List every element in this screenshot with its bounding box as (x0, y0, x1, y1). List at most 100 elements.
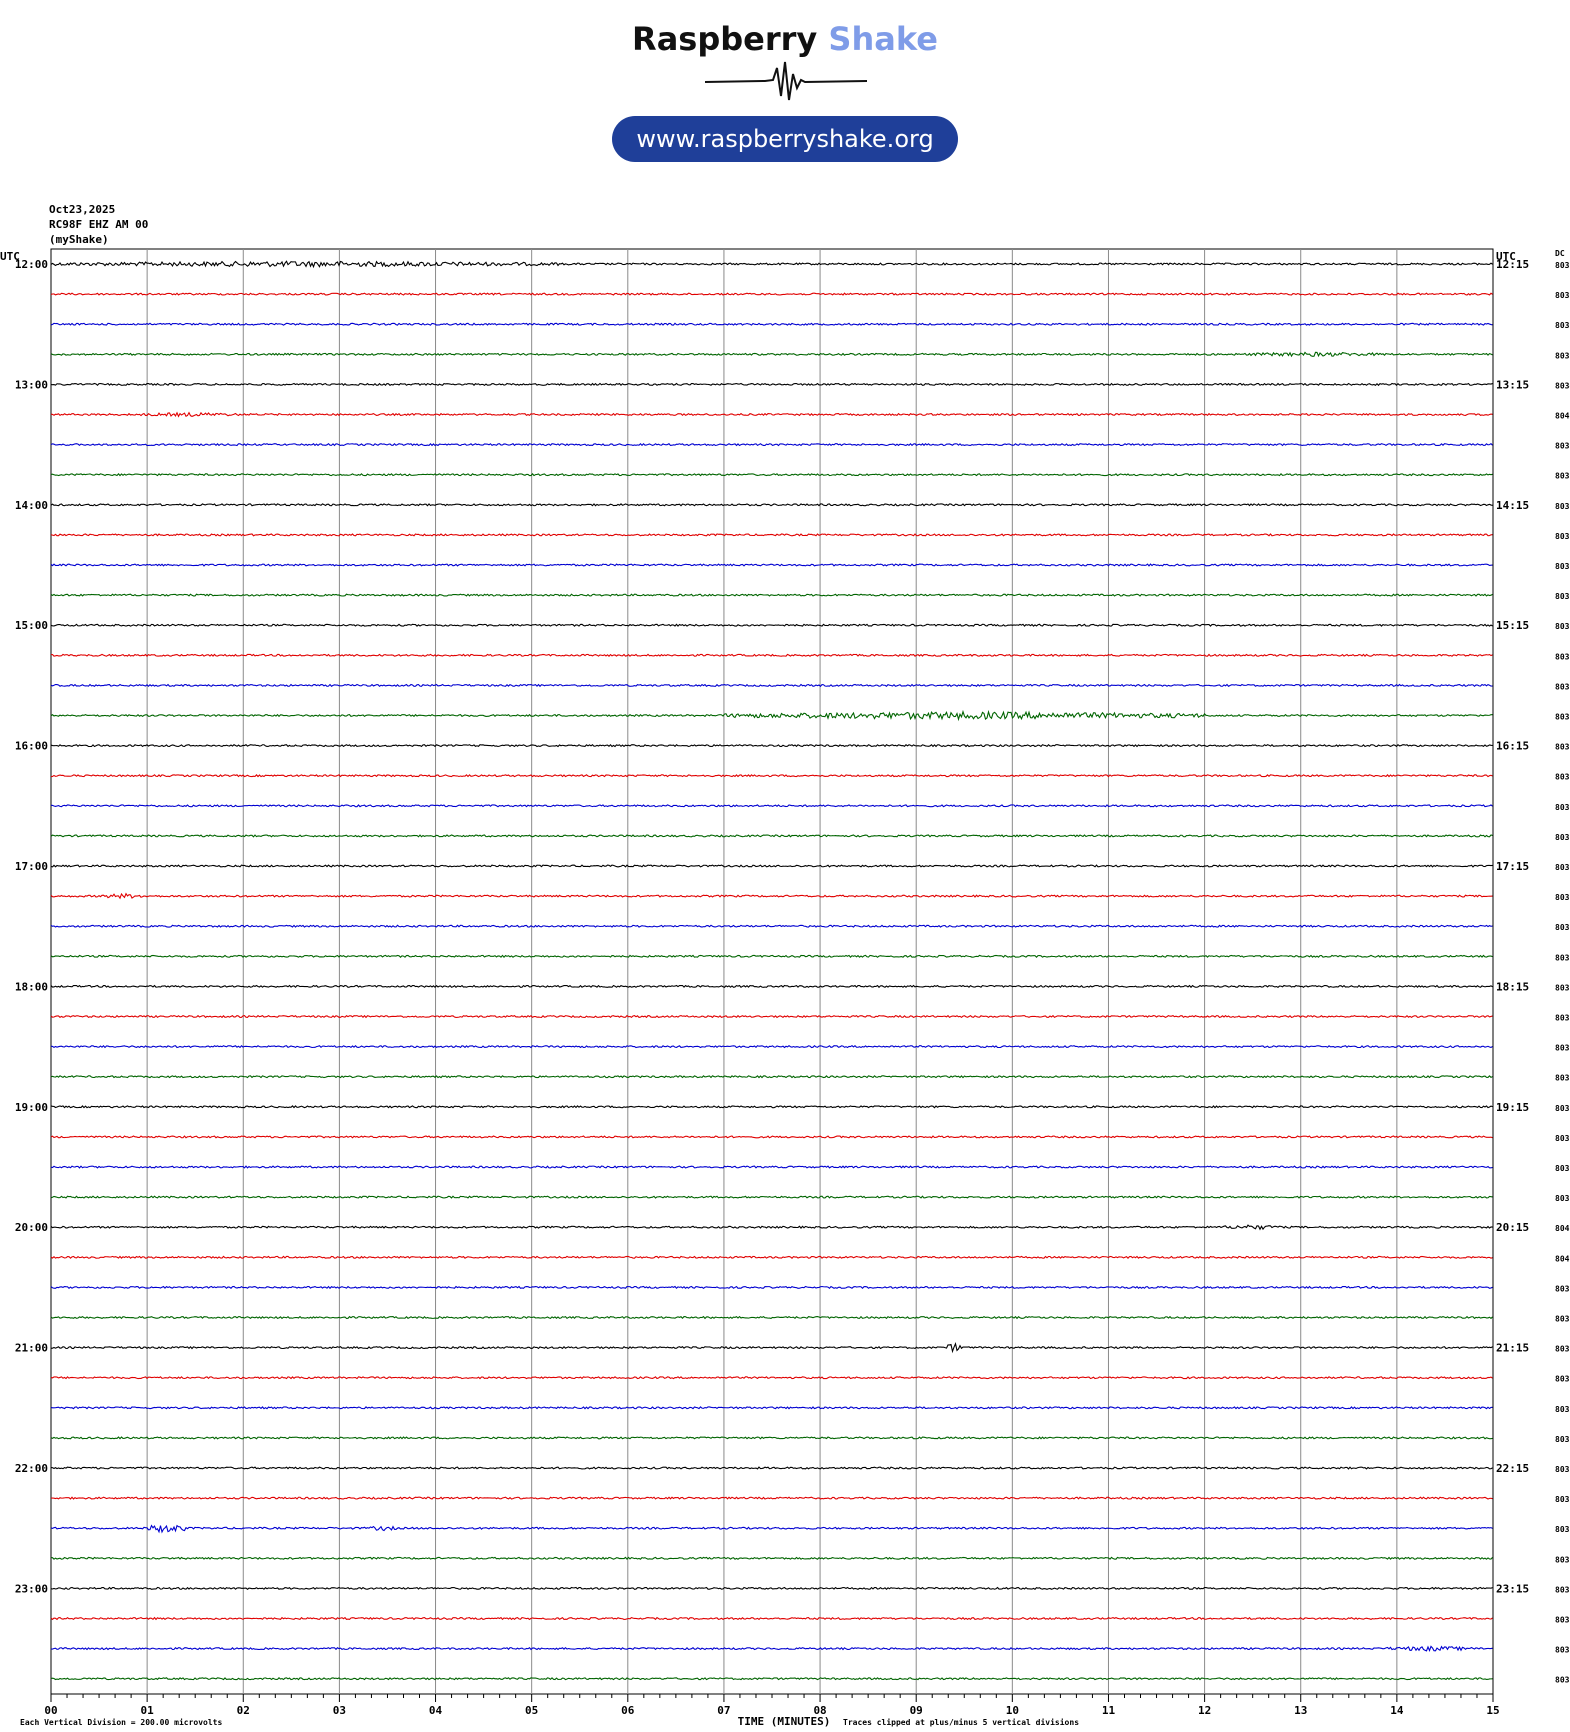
dc-value-label: 8036 (1555, 1465, 1570, 1474)
dc-value-label: 8036 (1555, 1375, 1570, 1384)
seismic-trace (50, 954, 1493, 959)
seismic-trace (50, 683, 1493, 688)
seismic-trace (50, 1406, 1493, 1410)
left-hour-label: 14:00 (15, 499, 48, 512)
seismic-trace (50, 984, 1493, 989)
network-label: (myShake) (49, 233, 109, 246)
raspberry-shake-logo: Raspberry Shake www.raspberryshake.org (0, 0, 1570, 170)
dc-value-label: 8037 (1555, 953, 1570, 962)
dc-value-label: 8036 (1555, 743, 1570, 752)
seismic-trace (50, 834, 1493, 838)
dc-value-label: 8037 (1555, 893, 1570, 902)
seismic-trace (50, 864, 1493, 868)
x-tick-label: 02 (237, 1704, 250, 1717)
left-hour-label: 19:00 (15, 1101, 48, 1114)
seismic-trace (50, 1285, 1493, 1290)
dc-value-label: 8040 (1555, 1254, 1570, 1263)
dc-value-label: 8037 (1555, 1555, 1570, 1564)
seismic-trace (50, 924, 1493, 928)
right-hour-label: 23:15 (1496, 1582, 1529, 1595)
right-hour-label: 19:15 (1496, 1101, 1529, 1114)
left-hour-label: 12:00 (15, 258, 48, 271)
dc-header-label: DC (1555, 249, 1565, 258)
x-tick-label: 01 (141, 1704, 155, 1717)
x-tick-label: 10 (1006, 1704, 1019, 1717)
seismic-trace (50, 1376, 1493, 1380)
seismic-trace (50, 1195, 1493, 1199)
seismic-trace (50, 1677, 1493, 1681)
seismic-trace (50, 442, 1493, 447)
right-hour-label: 18:15 (1496, 980, 1529, 993)
right-hour-label: 13:15 (1496, 378, 1529, 391)
x-tick-label: 14 (1390, 1704, 1404, 1717)
seismic-trace (50, 743, 1493, 748)
left-hour-label: 17:00 (15, 860, 48, 873)
seismic-trace (50, 1436, 1493, 1440)
x-tick-label: 00 (44, 1704, 57, 1717)
left-axis-label: UTC (0, 250, 20, 263)
division-note: Each Vertical Division = 200.00 microvol… (20, 1717, 222, 1727)
left-hour-label: 18:00 (15, 980, 48, 993)
x-tick-label: 12 (1198, 1704, 1211, 1717)
seismic-trace (50, 804, 1493, 808)
seismic-trace (50, 892, 1493, 900)
seismic-trace (50, 1135, 1493, 1139)
dc-value-label: 8036 (1555, 983, 1570, 992)
dc-value-label: 8037 (1555, 1074, 1570, 1083)
right-hour-label: 22:15 (1496, 1462, 1529, 1475)
dc-value-label: 8039 (1555, 1345, 1570, 1354)
dc-value-label: 8036 (1555, 442, 1570, 451)
seismic-trace (50, 1224, 1493, 1231)
plot-frame (50, 248, 1494, 1695)
left-hour-label: 23:00 (15, 1582, 48, 1595)
right-hour-label: 21:15 (1496, 1342, 1529, 1355)
x-tick-label: 05 (525, 1704, 538, 1717)
seismic-trace (50, 1586, 1493, 1591)
seismic-wave-icon (705, 61, 867, 101)
dc-value-label: 8039 (1555, 1134, 1570, 1143)
logo-brand-accent: Shake (828, 20, 938, 58)
dc-value-label: 8037 (1555, 261, 1570, 270)
seismic-trace (50, 593, 1493, 597)
dc-value-label: 8041 (1555, 1224, 1570, 1233)
date-label: Oct23,2025 (49, 203, 116, 216)
logo-brand: Raspberry (632, 20, 818, 58)
dc-value-label: 8037 (1555, 1435, 1570, 1444)
left-hour-label: 16:00 (15, 740, 48, 753)
seismic-trace (50, 472, 1493, 477)
seismic-trace (50, 382, 1493, 387)
left-hour-label: 22:00 (15, 1462, 48, 1475)
left-hour-label: 15:00 (15, 619, 48, 632)
dc-value-label: 8036 (1555, 622, 1570, 631)
right-hour-label: 14:15 (1496, 499, 1529, 512)
dc-value-label: 8039 (1555, 1044, 1570, 1053)
x-tick-label: 08 (813, 1704, 826, 1717)
dc-value-label: 8036 (1555, 532, 1570, 541)
dc-value-label: 8036 (1555, 1194, 1570, 1203)
seismic-trace (50, 653, 1493, 658)
dc-value-label: 8037 (1555, 833, 1570, 842)
dc-value-label: 8045 (1555, 412, 1570, 421)
seismic-trace (50, 1044, 1493, 1049)
seismic-trace (50, 1645, 1493, 1652)
seismic-trace (50, 503, 1493, 507)
dc-value-label: 8036 (1555, 1525, 1570, 1534)
seismic-trace (50, 533, 1493, 537)
x-tick-label: 11 (1102, 1704, 1116, 1717)
x-axis-label: TIME (MINUTES) (738, 1715, 831, 1728)
right-hour-label: 16:15 (1496, 740, 1529, 753)
dc-value-label: 8035 (1555, 1315, 1570, 1324)
dc-value-label: 8037 (1555, 1616, 1570, 1625)
dc-value-label: 8037 (1555, 1676, 1570, 1685)
x-tick-label: 03 (333, 1704, 346, 1717)
dc-value-label: 8037 (1555, 652, 1570, 661)
website-link[interactable]: www.raspberryshake.org (612, 116, 958, 162)
seismic-trace (50, 1315, 1493, 1320)
